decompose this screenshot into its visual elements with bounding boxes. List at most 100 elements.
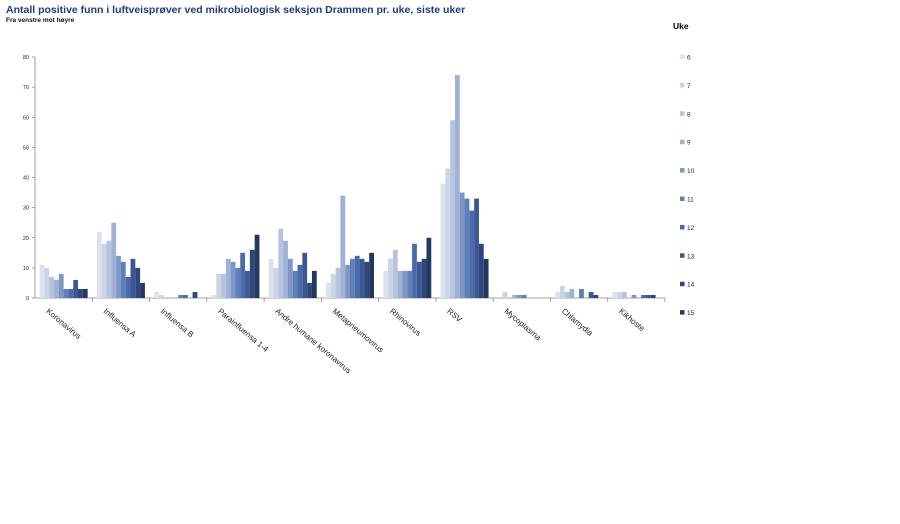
bar — [621, 291, 627, 298]
legend-swatch — [680, 82, 685, 88]
category-label: Influensa B — [159, 307, 195, 340]
bar — [364, 261, 370, 298]
bar — [216, 273, 222, 298]
bar — [388, 258, 393, 298]
chart-subtitle: Fra venstre mot høyre — [6, 17, 75, 24]
chart-title: Antall positive funn i luftveisprøver ve… — [6, 4, 466, 16]
bar — [140, 282, 145, 298]
category-label: Chlamydia — [560, 307, 595, 339]
y-tick-label: 50 — [23, 145, 29, 151]
legend-swatch — [680, 139, 685, 145]
bar — [58, 273, 64, 298]
bar — [225, 258, 231, 298]
legend-label: 13 — [687, 253, 695, 260]
bar — [82, 288, 88, 298]
legend-label: 6 — [687, 55, 691, 62]
bar — [517, 294, 522, 298]
legend-swatch — [680, 168, 685, 173]
bar — [588, 291, 594, 298]
bar — [287, 258, 293, 298]
bar — [450, 120, 455, 298]
bar — [192, 291, 198, 298]
bar — [307, 282, 312, 298]
y-tick-label: 40 — [23, 176, 29, 182]
bar — [211, 294, 217, 298]
bar — [359, 258, 365, 298]
bar — [302, 252, 308, 298]
bar — [158, 294, 164, 298]
bar — [178, 294, 183, 298]
legend-swatch — [680, 196, 685, 201]
bar — [297, 264, 303, 298]
bar — [182, 294, 188, 298]
y-tick-label: 10 — [23, 266, 29, 272]
bar — [555, 291, 560, 298]
bar — [73, 279, 79, 298]
bar — [78, 288, 83, 298]
category-label: Kikhoste — [617, 307, 647, 334]
legend-swatch — [680, 281, 685, 287]
legend-label: 9 — [687, 140, 691, 147]
bar — [512, 294, 518, 298]
bar — [645, 294, 651, 298]
bar — [268, 258, 274, 298]
bar — [345, 264, 350, 298]
bar — [383, 270, 389, 298]
legend-swatch — [680, 224, 685, 230]
category-label: Mycoplasma — [503, 307, 544, 343]
bar — [426, 237, 432, 298]
bar — [397, 270, 403, 298]
bar — [402, 270, 408, 298]
legend-swatch — [680, 54, 685, 59]
category-label: Koronavirus — [44, 307, 82, 341]
bar — [569, 288, 575, 298]
legend-swatch — [680, 253, 685, 258]
bar — [235, 267, 241, 298]
bar — [617, 291, 622, 298]
y-tick-label: 80 — [23, 55, 29, 61]
bar — [612, 291, 618, 298]
bar — [96, 231, 102, 298]
bar — [240, 252, 246, 298]
bar — [416, 261, 422, 298]
bar — [54, 279, 59, 298]
y-tick-label: 30 — [23, 206, 29, 212]
bar — [564, 291, 570, 298]
bar — [478, 243, 484, 298]
bar — [106, 240, 112, 298]
y-tick-label: 60 — [23, 115, 29, 121]
bar — [350, 258, 355, 298]
bar — [474, 198, 479, 298]
bar — [116, 255, 121, 298]
bar — [469, 210, 475, 298]
bar — [111, 222, 117, 298]
bar — [63, 288, 69, 298]
category-label: Parainfluensa 1-4 — [216, 307, 270, 355]
legend-label: 14 — [687, 282, 695, 289]
bar — [464, 198, 470, 298]
bar — [120, 261, 126, 298]
legend-label: 11 — [687, 197, 694, 204]
bar — [340, 195, 346, 298]
y-tick-label: 70 — [23, 85, 29, 91]
bar — [369, 252, 374, 298]
bar — [421, 258, 427, 298]
bar — [579, 288, 584, 298]
bar — [130, 258, 136, 298]
y-tick-label: 0 — [26, 296, 29, 302]
y-tick-label: 20 — [23, 236, 29, 242]
bar — [101, 243, 107, 298]
bar — [335, 267, 341, 298]
bar — [459, 192, 465, 298]
legend-label: 12 — [687, 225, 695, 232]
bar — [502, 291, 508, 298]
bar — [283, 240, 288, 298]
bar — [44, 267, 50, 298]
legend-label: 8 — [687, 111, 691, 118]
legend-swatch — [680, 310, 685, 315]
bar — [273, 267, 279, 298]
bar — [221, 273, 226, 298]
legend-title: Uke — [673, 21, 689, 31]
bar — [249, 249, 255, 298]
